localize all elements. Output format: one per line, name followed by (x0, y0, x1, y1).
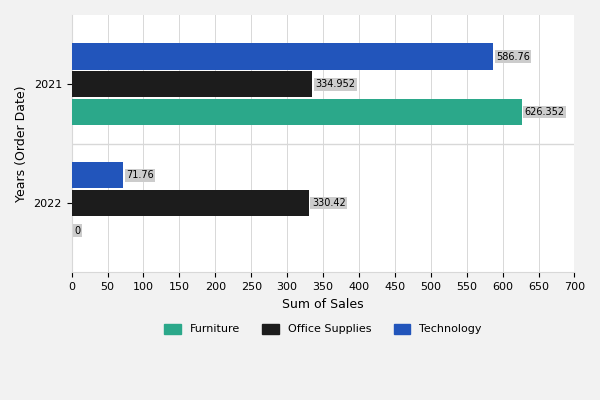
Bar (71, 99, 521, 125)
Text: 0: 0 (74, 226, 80, 236)
Bar (71, 71, 312, 98)
Bar (71, 190, 309, 216)
Bar (71, 162, 123, 188)
Text: 71.76: 71.76 (126, 170, 154, 180)
Text: 330.42: 330.42 (312, 198, 346, 208)
Bar (71, 44, 493, 70)
Legend: Furniture, Office Supplies, Technology: Furniture, Office Supplies, Technology (160, 319, 486, 339)
X-axis label: Sum of Sales: Sum of Sales (282, 298, 364, 310)
Text: 626.352: 626.352 (524, 107, 565, 117)
Y-axis label: Years (Order Date): Years (Order Date) (15, 86, 28, 202)
Text: 334.952: 334.952 (315, 79, 355, 89)
Text: 586.76: 586.76 (496, 52, 530, 62)
